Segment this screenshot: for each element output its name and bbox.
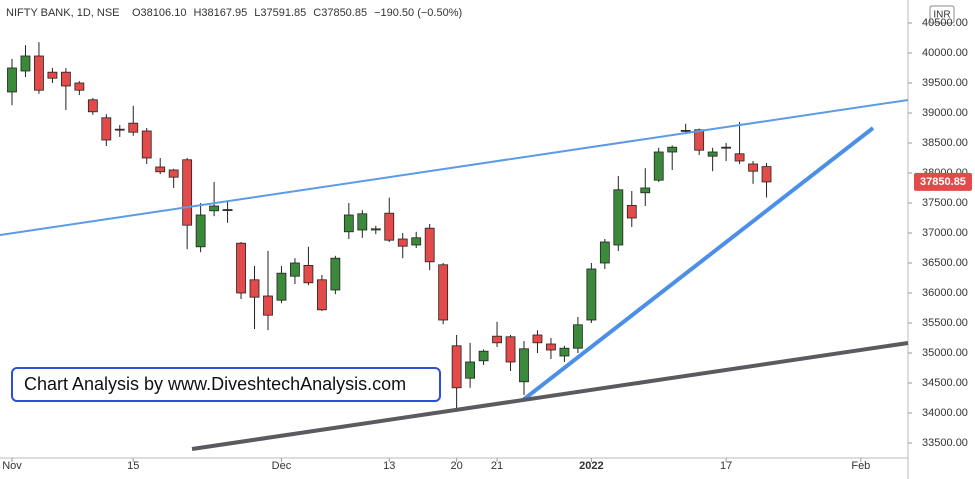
candle-body [411,237,422,246]
annotation-text: Chart Analysis by www.DiveshtechAnalysis… [24,374,406,394]
candle-body [182,159,193,226]
candle-body [626,204,637,219]
ohlc-value: C37850.85 [313,7,367,19]
ohlc-value: H38167.95 [193,7,247,19]
candle-body [451,345,462,389]
candle-body [613,189,624,246]
resistance-trendline [0,99,909,236]
y-tick-label: 40000.00 [922,47,968,59]
candle-body [357,213,368,231]
candle-body [424,227,435,263]
candle-body [559,347,570,357]
y-tick-label: 38500.00 [922,137,968,149]
ohlc-value: −190.50 (−0.50%) [374,7,462,19]
candle-body [316,279,327,311]
y-tick-label: 35000.00 [922,347,968,359]
y-tick-label: 37500.00 [922,197,968,209]
x-tick-label: 2022 [579,460,603,472]
x-tick-label: Dec [272,460,292,472]
currency-box [929,5,955,24]
candle-body [20,55,31,72]
y-tick-label: 40500.00 [922,17,968,29]
candle-body [263,295,273,316]
x-tick-label: Nov [2,460,22,472]
candle-body [47,71,58,79]
symbol-title: NIFTY BANK, 1D, NSE [6,7,120,19]
candle-body [114,128,125,131]
candle-body [276,272,287,301]
candle-body [7,67,17,93]
plot-area [7,42,772,412]
candle-body [653,151,664,181]
candle-body [249,279,260,298]
currency-label: INR [933,10,950,21]
candle-body [303,264,314,284]
candle-body [748,163,758,172]
candle-body [599,241,610,264]
candle-body [370,228,381,231]
candle-body [438,264,449,321]
candle-body [209,205,219,212]
candle-body [546,343,556,351]
x-tick-label: 20 [451,460,463,472]
candle-body [155,166,166,173]
candle-body [572,324,583,349]
candle-body [667,146,678,153]
candle-body [734,153,745,162]
candle-body [586,268,597,321]
last-price-label: 37850.85 [920,176,966,188]
y-tick-label: 33500.00 [922,437,968,449]
ohlc-value: O38106.10 [132,7,186,19]
candle-body [141,130,152,159]
candle-body [236,242,246,294]
candle-body [505,336,516,363]
x-tick-label: 17 [720,460,732,472]
candle-body [465,361,476,379]
y-tick-label: 36000.00 [922,287,968,299]
annotation-box [11,367,441,402]
ohlc-readout: O38106.10 H38167.95 L37591.85 C37850.85 −190… [132,7,462,19]
candle-body [290,262,300,277]
candle-body [343,214,354,233]
last-price-box [914,172,972,191]
candle-body [195,214,206,248]
candle-body [707,151,718,157]
candle-body [128,122,139,133]
y-tick-label: 35500.00 [922,317,968,329]
x-tick-label: Feb [851,460,870,472]
candle-body [330,257,341,291]
y-tick-label: 34000.00 [922,407,968,419]
candle-body [101,117,112,141]
candle-body [87,99,98,113]
candle-body [680,129,691,132]
y-tick-label: 34500.00 [922,377,968,389]
y-tick-label: 39000.00 [922,107,968,119]
candle-body [721,146,732,149]
candle-body [384,212,395,241]
candle-body [761,166,772,183]
candle-body [640,187,651,194]
ohlc-value: L37591.85 [254,7,306,19]
candle-body [519,348,529,383]
long-trendline [191,341,909,451]
y-tick-label: 37000.00 [922,227,968,239]
support-trendline [521,126,875,402]
candle-body [532,334,543,344]
candle-body [694,129,705,151]
candle-body [478,350,489,362]
candle-body [74,82,85,91]
candle-body [492,335,502,344]
y-tick-label: 36500.00 [922,257,968,269]
candle-body [34,55,44,91]
x-tick-label: 15 [127,460,139,472]
candle-body [168,169,179,178]
candle-body [397,238,408,247]
candle-body [60,71,71,87]
x-tick-label: 21 [491,460,503,472]
y-tick-label: 39500.00 [922,77,968,89]
x-tick-label: 13 [383,460,395,472]
candle-body [222,209,233,211]
